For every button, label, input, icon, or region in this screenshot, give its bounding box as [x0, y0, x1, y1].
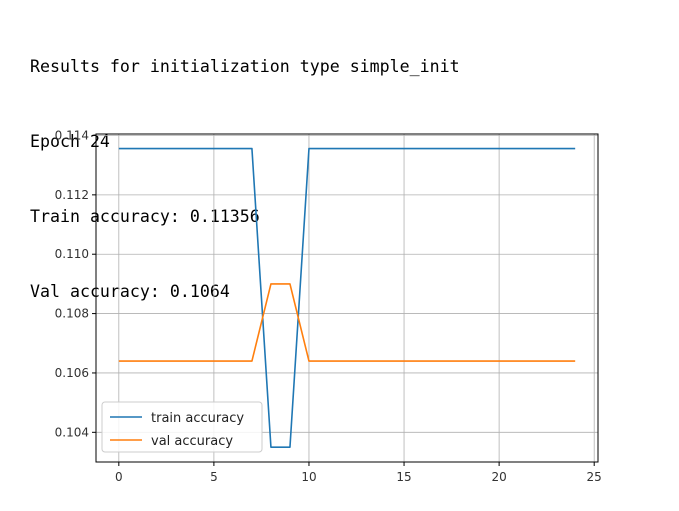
- y-tick-label-2: 0.108: [55, 307, 89, 321]
- x-tick-label-5: 25: [587, 470, 602, 484]
- results-line: Results for initialization type simple_i…: [30, 57, 460, 76]
- x-tick-label-4: 20: [491, 470, 506, 484]
- legend-label-1: val accuracy: [151, 434, 233, 449]
- train-accuracy-line: Train accuracy: 0.11356: [30, 207, 260, 226]
- y-tick-label-4: 0.112: [55, 188, 89, 202]
- val-accuracy-line: Val accuracy: 0.1064: [30, 282, 230, 301]
- cell-output-text: Results for initialization type simple_i…: [30, 4, 460, 329]
- y-tick-label-0: 0.104: [55, 425, 89, 439]
- axes-frame: [95, 133, 599, 463]
- x-tick-label-1: 5: [210, 470, 218, 484]
- y-tick-label-1: 0.106: [55, 366, 89, 380]
- y-tick-label-5: 0.114: [55, 128, 89, 142]
- y-tick-label-3: 0.110: [55, 247, 89, 261]
- x-tick-label-2: 10: [301, 470, 316, 484]
- epoch-line: Epoch 24: [30, 132, 110, 151]
- x-tick-label-3: 15: [396, 470, 411, 484]
- series-line-0: [118, 147, 576, 448]
- legend-label-0: train accuracy: [151, 411, 244, 426]
- series-line-1: [118, 283, 576, 362]
- x-tick-label-0: 0: [115, 470, 123, 484]
